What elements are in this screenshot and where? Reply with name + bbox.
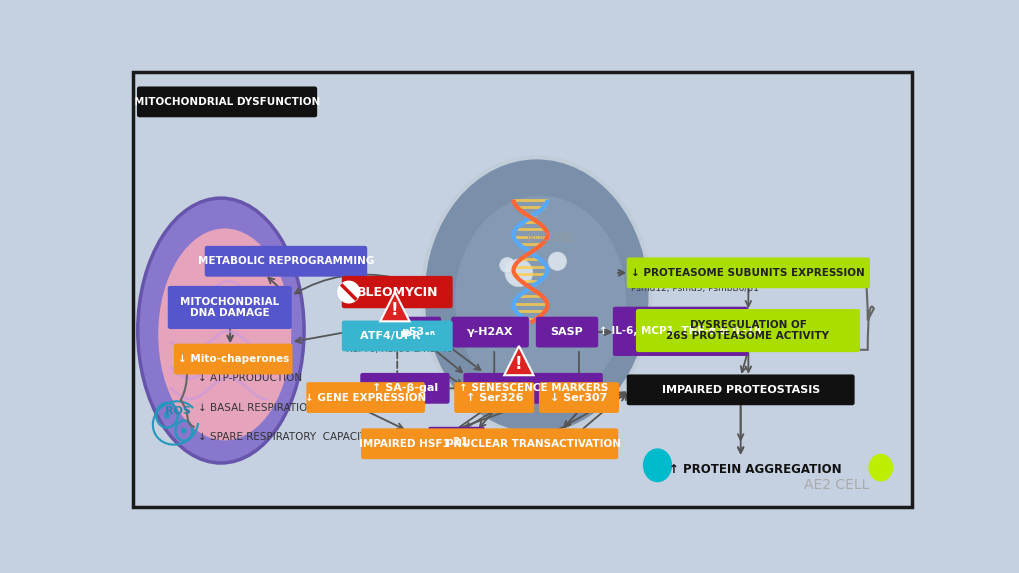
Ellipse shape: [422, 158, 650, 434]
FancyBboxPatch shape: [205, 246, 367, 277]
Text: MITOCHONDRIAL
DNA DAMAGE: MITOCHONDRIAL DNA DAMAGE: [180, 297, 279, 318]
FancyBboxPatch shape: [535, 317, 597, 347]
Text: IMPAIRED PROTEOSTASIS: IMPAIRED PROTEOSTASIS: [661, 385, 819, 395]
FancyBboxPatch shape: [453, 382, 534, 413]
Text: ↓ GENE EXPRESSION: ↓ GENE EXPRESSION: [305, 393, 426, 403]
Text: ↓ BASAL RESPIRATION: ↓ BASAL RESPIRATION: [198, 403, 315, 413]
FancyBboxPatch shape: [626, 374, 854, 405]
Ellipse shape: [499, 257, 515, 273]
Text: IMPAIRED HSF1 NUCLEAR TRANSACTIVATION: IMPAIRED HSF1 NUCLEAR TRANSACTIVATION: [359, 439, 620, 449]
Ellipse shape: [164, 412, 170, 419]
Text: ↑ SENESCENCE MARKERS: ↑ SENESCENCE MARKERS: [459, 383, 607, 393]
Text: SASP: SASP: [550, 327, 583, 337]
Ellipse shape: [504, 259, 532, 286]
FancyBboxPatch shape: [384, 317, 440, 347]
FancyBboxPatch shape: [428, 427, 485, 458]
Text: p21: p21: [444, 437, 468, 447]
FancyBboxPatch shape: [450, 317, 529, 347]
Text: ROS: ROS: [164, 406, 191, 417]
Text: AE2 CELL: AE2 CELL: [803, 477, 868, 492]
Text: METABOLIC REPROGRAMMING: METABOLIC REPROGRAMMING: [198, 256, 374, 266]
FancyBboxPatch shape: [635, 309, 859, 352]
Text: BLEOMYCIN: BLEOMYCIN: [357, 285, 437, 299]
Ellipse shape: [138, 198, 304, 463]
FancyBboxPatch shape: [361, 429, 618, 459]
Text: ↑ Ser326: ↑ Ser326: [465, 393, 523, 403]
FancyBboxPatch shape: [341, 320, 452, 351]
Ellipse shape: [337, 281, 359, 303]
Polygon shape: [380, 292, 410, 321]
FancyBboxPatch shape: [626, 257, 869, 288]
Text: Psmd12, Psmd5, PsmbB6/β1: Psmd12, Psmd5, PsmbB6/β1: [630, 284, 758, 293]
Ellipse shape: [867, 454, 893, 481]
Text: ↓ Ser307: ↓ Ser307: [550, 393, 607, 403]
FancyBboxPatch shape: [360, 373, 449, 404]
Text: MITOCHONDRIAL DYSFUNCTION: MITOCHONDRIAL DYSFUNCTION: [133, 97, 320, 107]
FancyBboxPatch shape: [137, 87, 317, 117]
FancyBboxPatch shape: [306, 382, 425, 413]
Text: γ-H2AX: γ-H2AX: [467, 327, 513, 337]
Text: ↑ SA-β-gal: ↑ SA-β-gal: [372, 383, 437, 393]
Text: !: !: [515, 355, 522, 372]
Text: ↑ PROTEIN AGGREGATION: ↑ PROTEIN AGGREGATION: [668, 462, 841, 476]
Text: ↑ IL-6, MCP1, TNF-α & IL-1β: ↑ IL-6, MCP1, TNF-α & IL-1β: [599, 327, 761, 336]
Polygon shape: [503, 346, 533, 375]
FancyBboxPatch shape: [612, 307, 748, 356]
FancyBboxPatch shape: [174, 344, 292, 374]
Ellipse shape: [181, 427, 186, 434]
Ellipse shape: [158, 229, 291, 441]
Text: NUCLEUS: NUCLEUS: [526, 233, 573, 243]
Text: ↓ SPARE RESPIRATORY  CAPACITY: ↓ SPARE RESPIRATORY CAPACITY: [198, 432, 372, 442]
FancyBboxPatch shape: [463, 373, 602, 404]
Text: ATF4/UPR ᵉᴿ: ATF4/UPR ᵉᴿ: [360, 331, 434, 341]
Text: ↓ ATP-PRODUCTION: ↓ ATP-PRODUCTION: [198, 373, 302, 383]
Text: !: !: [390, 301, 398, 319]
FancyBboxPatch shape: [538, 382, 619, 413]
Text: DYSREGULATION OF
26S PROTEASOME ACTIVITY: DYSREGULATION OF 26S PROTEASOME ACTIVITY: [665, 320, 828, 342]
Text: HSP70, HSP90 & HSP40: HSP70, HSP90 & HSP40: [345, 346, 451, 354]
Text: ↓ Mito-chaperones: ↓ Mito-chaperones: [177, 354, 288, 364]
FancyBboxPatch shape: [341, 276, 452, 308]
Ellipse shape: [547, 252, 567, 270]
Ellipse shape: [454, 196, 626, 404]
Text: p53: p53: [400, 327, 424, 337]
Ellipse shape: [642, 448, 672, 482]
Text: ↓ PROTEASOME SUBUNITS EXPRESSION: ↓ PROTEASOME SUBUNITS EXPRESSION: [631, 268, 864, 278]
FancyBboxPatch shape: [167, 286, 291, 329]
